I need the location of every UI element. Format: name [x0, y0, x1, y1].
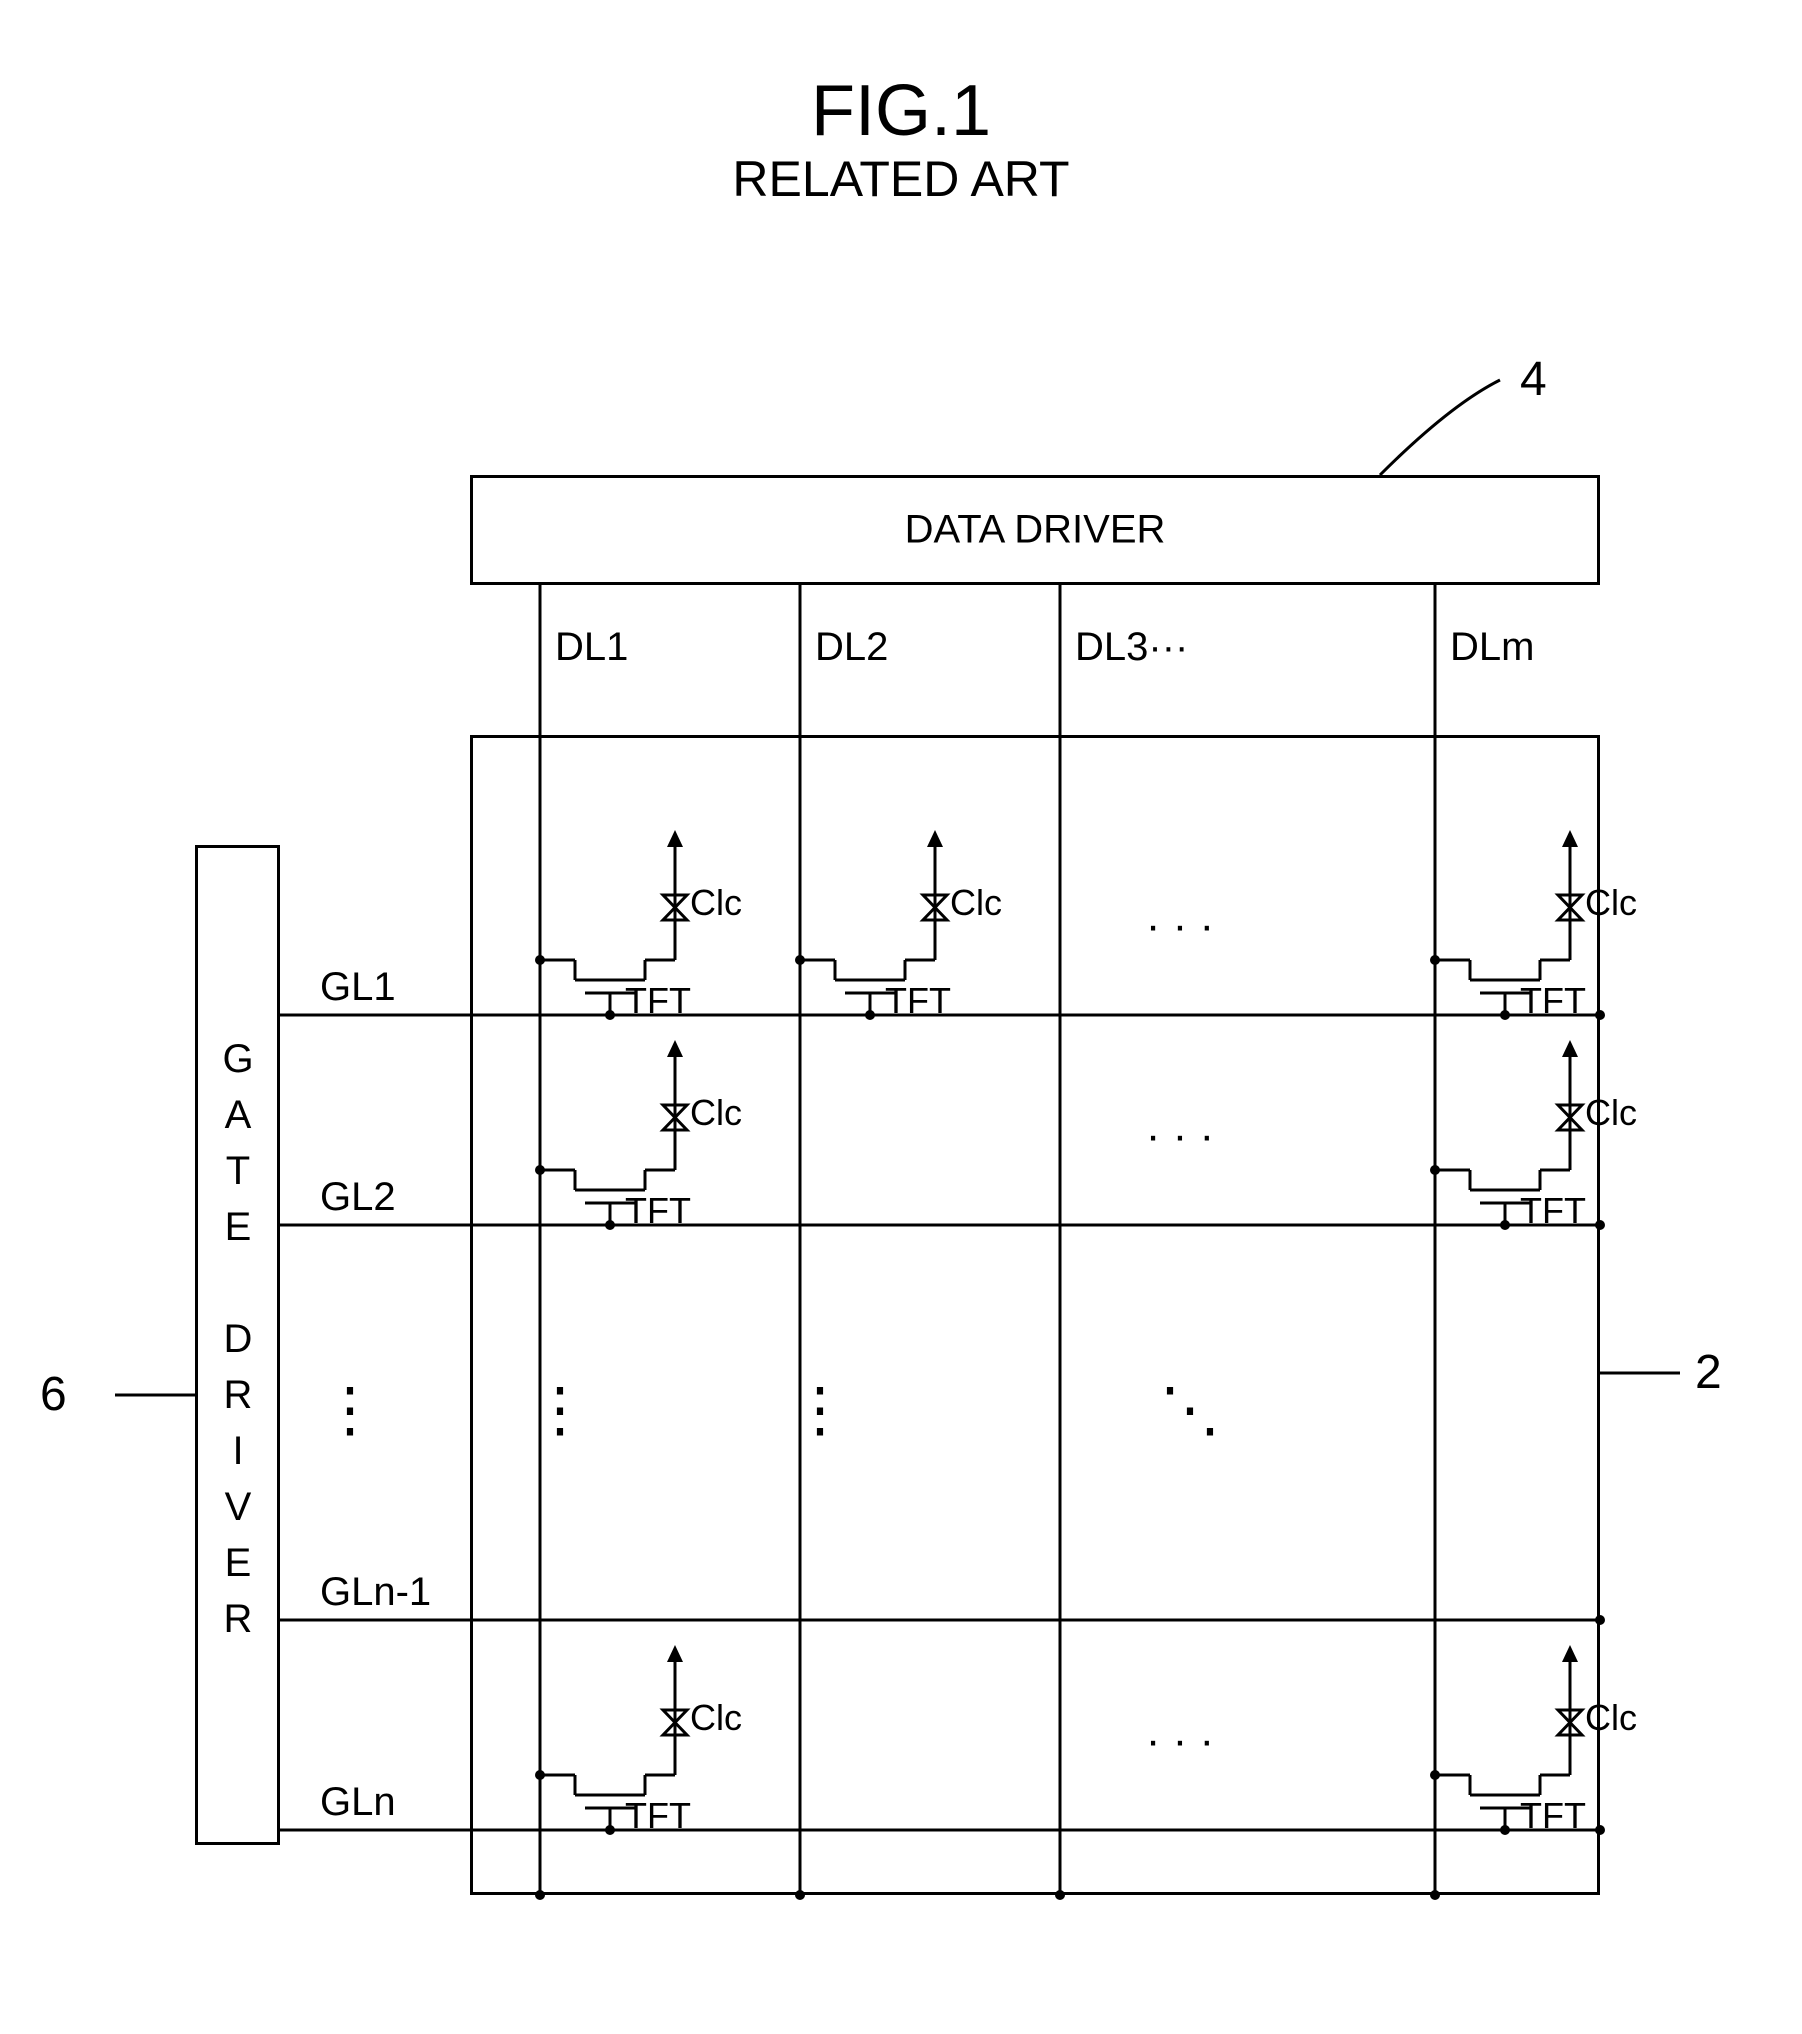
svg-text:GL1: GL1: [320, 965, 396, 1009]
svg-text:GLn: GLn: [320, 1780, 396, 1824]
svg-text:⋮: ⋮: [320, 1376, 380, 1443]
svg-text:DL2: DL2: [815, 625, 888, 669]
svg-text:DLm: DLm: [1450, 625, 1534, 669]
gate-driver-box: GATE DRIVER: [195, 845, 280, 1845]
svg-text:2: 2: [1695, 1346, 1722, 1399]
svg-text:4: 4: [1520, 353, 1547, 406]
gate-driver-label: GATE DRIVER: [215, 1037, 260, 1653]
figure-title-2: RELATED ART: [0, 150, 1802, 208]
pixel-array-box: [470, 735, 1600, 1895]
svg-text:GL2: GL2: [320, 1175, 396, 1219]
figure-title-1: FIG.1: [0, 70, 1802, 152]
figure-canvas: FIG.1 RELATED ART DATA DRIVER GATE DRIVE…: [0, 0, 1802, 2034]
svg-text:DL3···: DL3···: [1075, 625, 1188, 669]
svg-text:6: 6: [40, 1368, 67, 1421]
data-driver-label: DATA DRIVER: [473, 508, 1597, 553]
svg-text:DL1: DL1: [555, 625, 628, 669]
svg-text:GLn-1: GLn-1: [320, 1570, 431, 1614]
data-driver-box: DATA DRIVER: [470, 475, 1600, 585]
